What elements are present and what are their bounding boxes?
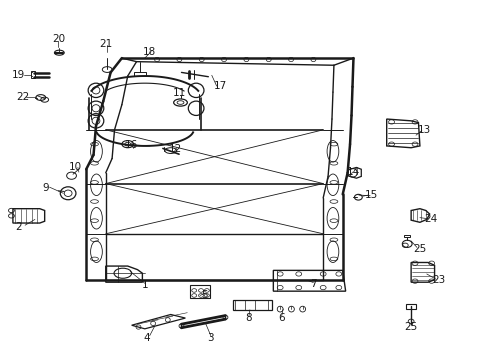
Text: 12: 12 xyxy=(169,144,182,154)
Text: 2: 2 xyxy=(15,222,22,231)
Text: 5: 5 xyxy=(201,291,208,301)
Text: 21: 21 xyxy=(99,39,112,49)
Text: 6: 6 xyxy=(278,313,285,323)
Text: 9: 9 xyxy=(42,183,49,193)
Text: 7: 7 xyxy=(310,279,317,289)
Text: 15: 15 xyxy=(365,190,378,200)
Text: 14: 14 xyxy=(347,167,360,177)
Text: 25: 25 xyxy=(405,322,418,332)
Text: 4: 4 xyxy=(143,333,149,343)
Text: 18: 18 xyxy=(143,46,156,57)
Text: 3: 3 xyxy=(207,333,214,343)
Text: 23: 23 xyxy=(432,275,445,285)
Text: 13: 13 xyxy=(418,125,431,135)
Text: 19: 19 xyxy=(12,70,25,80)
Bar xyxy=(190,285,210,298)
Text: 20: 20 xyxy=(52,35,65,44)
Bar xyxy=(233,300,272,310)
Bar xyxy=(406,304,416,309)
Text: 16: 16 xyxy=(125,140,138,150)
Text: 22: 22 xyxy=(16,92,29,102)
Text: 17: 17 xyxy=(214,81,227,91)
Text: 8: 8 xyxy=(245,313,252,323)
Text: 1: 1 xyxy=(142,280,148,290)
Text: 25: 25 xyxy=(413,244,427,254)
Bar xyxy=(134,72,147,76)
Text: 10: 10 xyxy=(69,162,81,172)
Bar xyxy=(404,234,410,237)
Text: 24: 24 xyxy=(424,214,437,224)
Text: 11: 11 xyxy=(172,88,186,98)
Bar xyxy=(31,71,35,78)
